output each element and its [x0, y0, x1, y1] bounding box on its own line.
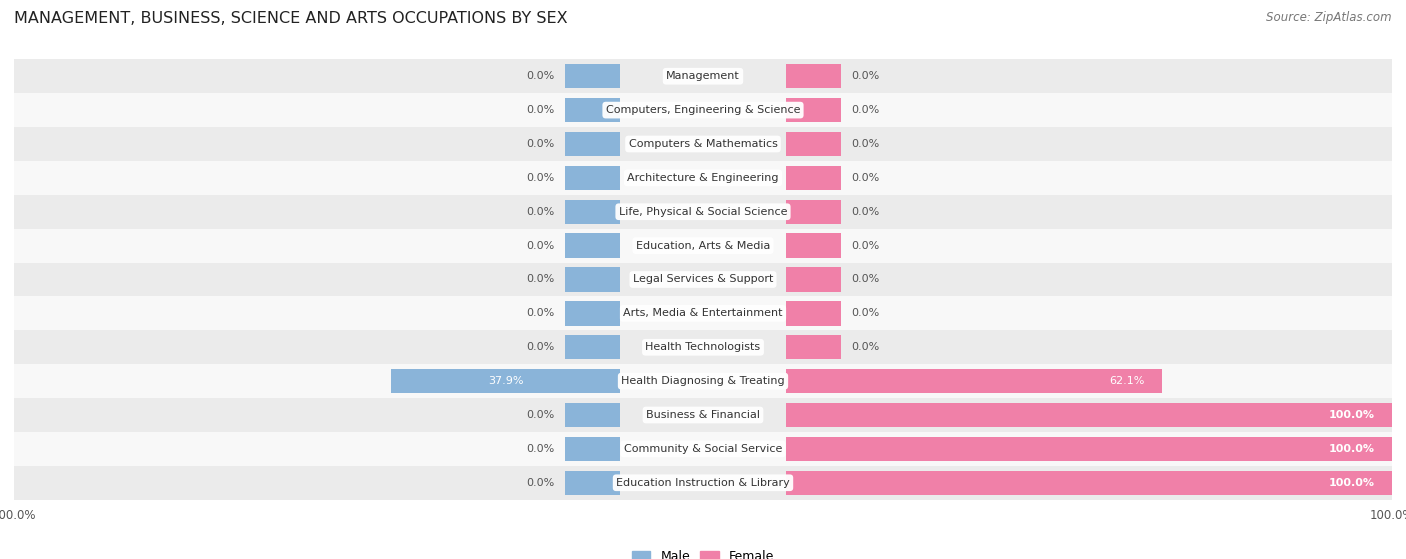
Text: Education, Arts & Media: Education, Arts & Media — [636, 240, 770, 250]
Bar — [565, 132, 620, 156]
Bar — [565, 403, 620, 427]
Text: 0.0%: 0.0% — [527, 444, 555, 454]
Text: 0.0%: 0.0% — [527, 342, 555, 352]
Text: Source: ZipAtlas.com: Source: ZipAtlas.com — [1267, 11, 1392, 24]
Text: 0.0%: 0.0% — [851, 240, 879, 250]
Text: Legal Services & Support: Legal Services & Support — [633, 274, 773, 285]
Bar — [14, 59, 1392, 93]
Bar — [565, 335, 620, 359]
Text: 0.0%: 0.0% — [851, 139, 879, 149]
Text: MANAGEMENT, BUSINESS, SCIENCE AND ARTS OCCUPATIONS BY SEX: MANAGEMENT, BUSINESS, SCIENCE AND ARTS O… — [14, 11, 568, 26]
Text: Business & Financial: Business & Financial — [645, 410, 761, 420]
Text: Computers & Mathematics: Computers & Mathematics — [628, 139, 778, 149]
Text: 100.0%: 100.0% — [1329, 410, 1375, 420]
Text: Education Instruction & Library: Education Instruction & Library — [616, 478, 790, 488]
Text: 0.0%: 0.0% — [527, 410, 555, 420]
Legend: Male, Female: Male, Female — [627, 546, 779, 559]
Bar — [786, 267, 841, 292]
Bar — [786, 369, 1163, 394]
Bar — [14, 161, 1392, 195]
Bar — [14, 466, 1392, 500]
Bar — [786, 132, 841, 156]
Bar — [786, 403, 1392, 427]
Bar — [14, 398, 1392, 432]
Bar — [786, 301, 841, 325]
Bar — [565, 98, 620, 122]
Text: Health Technologists: Health Technologists — [645, 342, 761, 352]
Bar — [565, 301, 620, 325]
Text: Life, Physical & Social Science: Life, Physical & Social Science — [619, 207, 787, 217]
Text: 0.0%: 0.0% — [527, 139, 555, 149]
Text: 0.0%: 0.0% — [527, 173, 555, 183]
Bar — [565, 471, 620, 495]
Bar — [786, 64, 841, 88]
Text: Computers, Engineering & Science: Computers, Engineering & Science — [606, 105, 800, 115]
Bar — [786, 234, 841, 258]
Text: 100.0%: 100.0% — [1329, 444, 1375, 454]
Bar — [786, 165, 841, 190]
Text: Architecture & Engineering: Architecture & Engineering — [627, 173, 779, 183]
Bar — [14, 432, 1392, 466]
Text: 0.0%: 0.0% — [527, 478, 555, 488]
Bar — [786, 437, 1392, 461]
Bar — [786, 335, 841, 359]
Bar — [565, 234, 620, 258]
Text: 0.0%: 0.0% — [527, 207, 555, 217]
Bar — [565, 64, 620, 88]
Bar — [14, 364, 1392, 398]
Text: Health Diagnosing & Treating: Health Diagnosing & Treating — [621, 376, 785, 386]
Bar — [14, 195, 1392, 229]
Text: 0.0%: 0.0% — [851, 105, 879, 115]
Text: 0.0%: 0.0% — [851, 309, 879, 319]
Text: 0.0%: 0.0% — [527, 274, 555, 285]
Bar — [391, 369, 620, 394]
Bar — [14, 296, 1392, 330]
Text: 0.0%: 0.0% — [851, 207, 879, 217]
Text: 62.1%: 62.1% — [1109, 376, 1144, 386]
Text: 100.0%: 100.0% — [1329, 478, 1375, 488]
Text: 0.0%: 0.0% — [527, 71, 555, 81]
Bar — [14, 229, 1392, 263]
Text: Arts, Media & Entertainment: Arts, Media & Entertainment — [623, 309, 783, 319]
Bar — [14, 263, 1392, 296]
Text: 0.0%: 0.0% — [851, 342, 879, 352]
Bar — [14, 330, 1392, 364]
Text: 0.0%: 0.0% — [851, 71, 879, 81]
Bar — [786, 98, 841, 122]
Bar — [14, 93, 1392, 127]
Text: 0.0%: 0.0% — [527, 105, 555, 115]
Text: 0.0%: 0.0% — [527, 240, 555, 250]
Text: 0.0%: 0.0% — [527, 309, 555, 319]
Bar — [565, 437, 620, 461]
Text: 37.9%: 37.9% — [488, 376, 523, 386]
Bar — [565, 165, 620, 190]
Bar — [786, 200, 841, 224]
Bar — [565, 267, 620, 292]
Text: Community & Social Service: Community & Social Service — [624, 444, 782, 454]
Bar — [565, 200, 620, 224]
Text: Management: Management — [666, 71, 740, 81]
Text: 0.0%: 0.0% — [851, 173, 879, 183]
Bar — [786, 471, 1392, 495]
Bar — [14, 127, 1392, 161]
Text: 0.0%: 0.0% — [851, 274, 879, 285]
